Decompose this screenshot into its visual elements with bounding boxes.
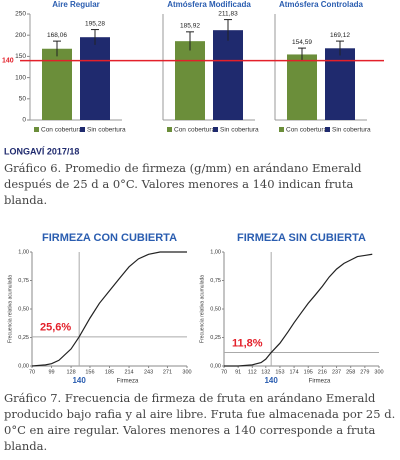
y-tick-label: 0,50	[18, 306, 29, 312]
chart-title: FIRMEZA SIN CUBIERTA	[237, 232, 366, 244]
legend-label: Con cobertura	[286, 127, 328, 134]
x-tick-label: 132	[261, 369, 270, 375]
x-tick-label: 300	[182, 369, 191, 375]
y-tick-label: 0,50	[210, 306, 221, 312]
legend-swatch	[80, 127, 85, 132]
x-tick-label: 195	[304, 369, 313, 375]
y-tick-label: 0,25	[210, 335, 221, 341]
y-tick-label: 50	[19, 96, 27, 103]
legend-label: Sin cobertura	[87, 127, 126, 134]
value-label: 185,92	[180, 23, 200, 30]
x-tick-label: 216	[318, 369, 327, 375]
legend-swatch	[34, 127, 39, 132]
x-tick-label: 258	[346, 369, 355, 375]
bar	[287, 54, 317, 120]
line	[31, 251, 187, 367]
legend-label: Con cobertura	[174, 127, 216, 134]
x-tick-label: 128	[66, 369, 75, 375]
x-axis-label: Firmeza	[117, 379, 139, 385]
value-label: 195,28	[85, 20, 105, 27]
value-label: 211,83	[218, 10, 238, 17]
legend-swatch	[325, 127, 330, 132]
value-label: 168,06	[47, 32, 67, 39]
y-tick-label: 0,75	[210, 278, 221, 284]
x-tick-label: 185	[105, 369, 114, 375]
annotation-label: 25,6%	[40, 322, 71, 334]
x-axis-label: Firmeza	[309, 379, 331, 385]
y-tick-label: 1,00	[210, 249, 221, 255]
x-tick-label: 279	[360, 369, 369, 375]
x-tick-label: 237	[332, 369, 341, 375]
bar	[325, 48, 355, 120]
y-axis-label: Frecuencia relativa acumulada	[7, 275, 13, 343]
chart-title: FIRMEZA CON CUBIERTA	[42, 232, 177, 244]
x-tick-label: 99	[48, 369, 54, 375]
x-tick-label: 70	[221, 369, 227, 375]
y-tick-label: 0,00	[210, 363, 221, 369]
y-tick-label: 0,00	[18, 363, 29, 369]
panel-title: Atmósfera Controlada	[279, 0, 364, 9]
legend-label: Sin cobertura	[332, 127, 371, 134]
value-label: 169,12	[330, 32, 350, 39]
footnote: LONGAVÍ 2017/18	[4, 146, 79, 156]
bar	[175, 41, 205, 120]
x-tick-label: 243	[144, 369, 153, 375]
x-tick-label: 112	[248, 369, 257, 375]
caption: Gráfico 6. Promedio de firmeza (g/mm) en…	[4, 161, 362, 207]
legend-label: Sin cobertura	[220, 127, 259, 134]
legend-label: Con cobertura	[41, 127, 83, 134]
value-label: 154,59	[292, 39, 312, 46]
panel-title: Aire Regular	[52, 0, 100, 9]
line	[224, 253, 373, 367]
y-tick-label: 0,75	[18, 278, 29, 284]
bar	[80, 37, 110, 120]
y-axis-label: Frecuencia relativa acumulada	[199, 275, 205, 343]
legend-swatch	[213, 127, 218, 132]
caption: Gráfico 7. Frecuencia de firmeza de frut…	[4, 391, 396, 453]
reference-label: 140	[2, 57, 14, 64]
y-tick-label: 0,25	[18, 335, 29, 341]
x-tick-label: 214	[124, 369, 133, 375]
x-tick-label: 271	[163, 369, 172, 375]
y-tick-label: 150	[15, 53, 26, 60]
y-tick-label: 100	[15, 74, 26, 81]
marker-label: 140	[264, 376, 278, 385]
bar	[213, 30, 243, 120]
x-tick-label: 174	[289, 369, 298, 375]
legend-swatch	[279, 127, 284, 132]
bar	[42, 48, 72, 120]
y-tick-label: 200	[15, 32, 26, 39]
x-tick-label: 300	[374, 369, 383, 375]
panel-title: Atmósfera Modificada	[167, 0, 251, 9]
x-tick-label: 91	[235, 369, 241, 375]
y-tick-label: 0	[22, 117, 26, 124]
x-tick-label: 156	[85, 369, 94, 375]
marker-label: 140	[72, 376, 86, 385]
legend-swatch	[167, 127, 172, 132]
x-tick-label: 70	[29, 369, 35, 375]
y-tick-label: 1,00	[18, 249, 29, 255]
y-tick-label: 250	[15, 11, 26, 18]
annotation-label: 11,8%	[232, 337, 263, 349]
x-tick-label: 153	[275, 369, 284, 375]
